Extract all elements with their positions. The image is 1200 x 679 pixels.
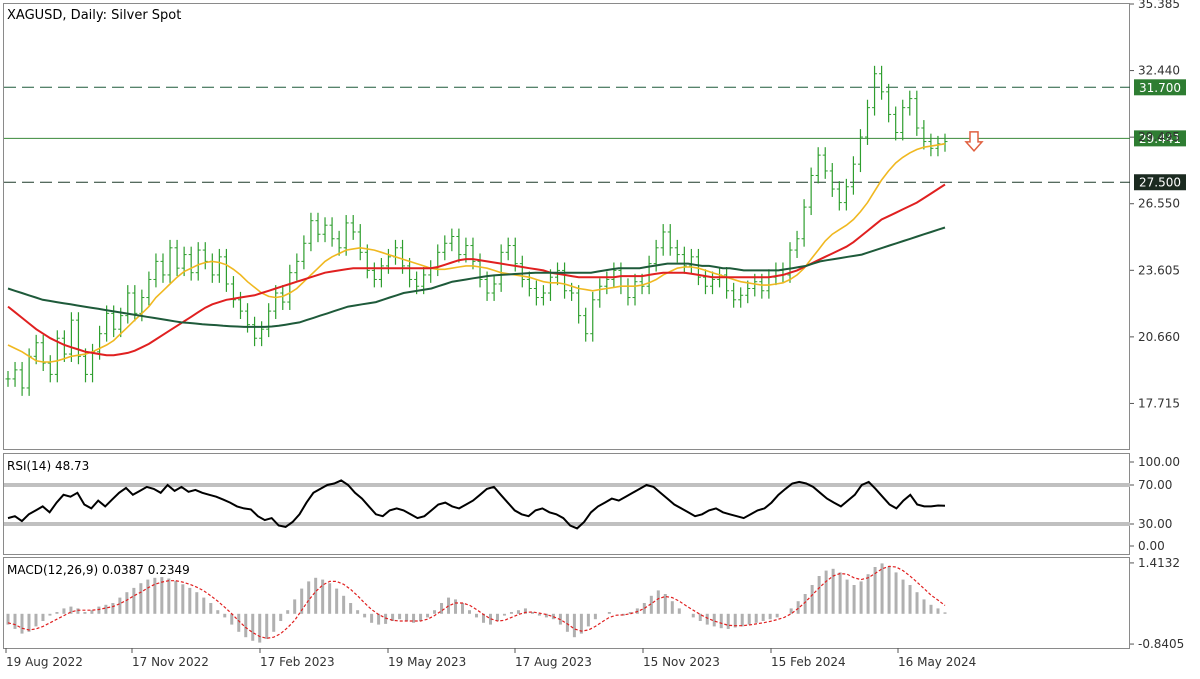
level-tag-box — [1134, 130, 1186, 147]
price-tick-label: 29.495 — [1138, 130, 1180, 144]
level-price-tag: 27.500 — [1134, 174, 1186, 191]
rsi-panel-frame — [3, 453, 1130, 555]
x-tick-label: 17 Nov 2022 — [132, 655, 209, 669]
price-tick-label: 26.550 — [1138, 197, 1180, 211]
x-tick-label: 15 Nov 2023 — [643, 655, 720, 669]
rsi-line — [7, 479, 946, 530]
macd-tick-label: 1.4132 — [1138, 556, 1180, 570]
price-tick-label: 23.605 — [1138, 263, 1180, 277]
axis-layer: 31.700 29.441 27.500 35.385 32.440 29.495 26.5… — [5, 0, 1186, 669]
price-layer — [4, 65, 1130, 396]
macd-tick-label: -0.8405 — [1138, 637, 1184, 651]
level-tag-box — [1134, 174, 1186, 191]
rsi-tick-label: 0.00 — [1138, 539, 1165, 553]
moving-average-line — [7, 143, 946, 363]
level-tag-box — [1134, 79, 1186, 96]
x-tick-label: 17 Feb 2023 — [260, 655, 335, 669]
price-tick-label: 35.385 — [1138, 0, 1180, 11]
price-tick-label: 20.660 — [1138, 330, 1180, 344]
rsi-label: RSI(14) 48.73 — [7, 459, 89, 473]
rsi-layer — [4, 479, 1130, 530]
rsi-tick-label: 70.00 — [1138, 478, 1172, 492]
moving-average-line — [7, 183, 946, 357]
level-price-tag: 29.441 — [1134, 130, 1186, 147]
level-tag-text: 27.500 — [1139, 176, 1181, 190]
level-tag-text: 31.700 — [1139, 81, 1181, 95]
price-tick-label: 32.440 — [1138, 64, 1180, 78]
rsi-tick-label: 100.00 — [1138, 455, 1180, 469]
x-tick-label: 19 May 2023 — [388, 655, 466, 669]
macd-signal-line — [7, 565, 946, 639]
x-tick-label: 15 Feb 2024 — [771, 655, 846, 669]
x-tick-label: 19 Aug 2022 — [6, 655, 83, 669]
rsi-tick-label: 30.00 — [1138, 517, 1172, 531]
x-tick-label: 16 May 2024 — [898, 655, 976, 669]
price-tick-label: 17.715 — [1138, 396, 1180, 410]
level-price-tag: 31.700 — [1134, 79, 1186, 96]
macd-label: MACD(12,26,9) 0.0387 0.2349 — [7, 563, 190, 577]
macd-layer — [6, 563, 947, 643]
symbol-label: XAGUSD, Daily: Silver Spot — [7, 8, 181, 23]
x-tick-label: 17 Aug 2023 — [515, 655, 592, 669]
down-arrow-icon — [964, 131, 984, 152]
price-panel-frame — [3, 3, 1130, 450]
level-tag-text: 29.441 — [1139, 132, 1181, 146]
moving-average-line — [7, 226, 946, 328]
